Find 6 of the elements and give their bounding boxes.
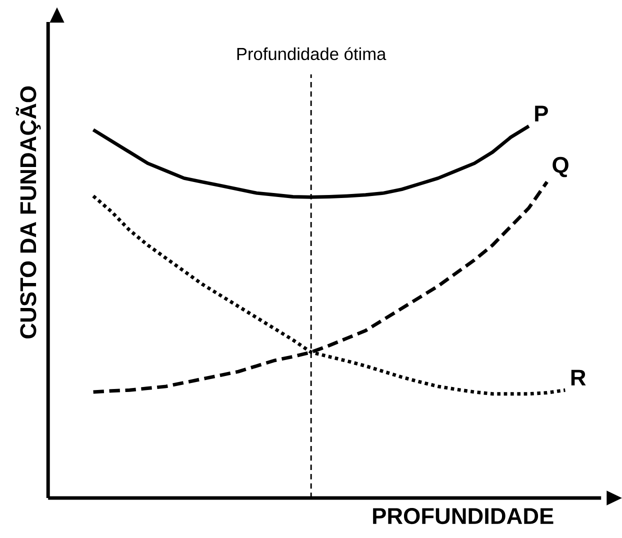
text: Profundidade ótima [237,47,386,60]
y-axis-title: CUSTO DA FUNDAÇÃO [16,86,41,338]
series-label: P [535,106,548,122]
series-label: Q [552,156,568,178]
series-label: R [571,370,586,386]
x-axis-title: PROFUNDIDADE [373,508,554,524]
